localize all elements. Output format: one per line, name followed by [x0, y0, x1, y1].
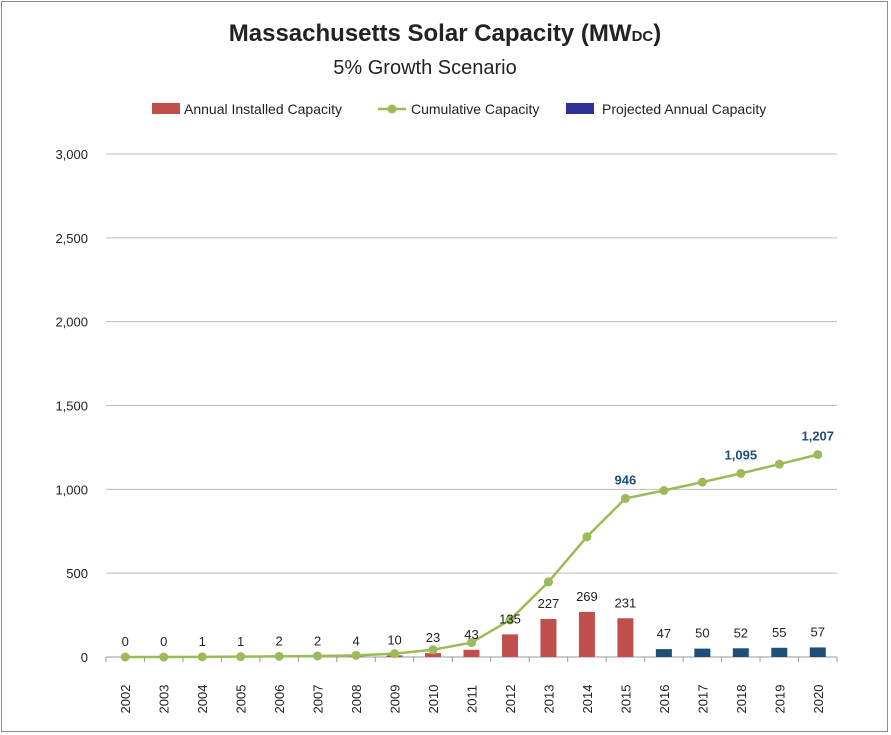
legend-marker-cumulative — [387, 104, 397, 114]
y-tick-label: 1,500 — [55, 399, 88, 414]
chart-subtitle: 5% Growth Scenario — [333, 57, 516, 79]
cumulative-point — [813, 450, 823, 460]
bar — [771, 647, 788, 657]
y-tick-label: 3,000 — [55, 147, 88, 162]
x-tick-label: 2018 — [734, 685, 749, 714]
x-tick-label: 2016 — [657, 685, 672, 714]
cumulative-point — [697, 477, 707, 487]
y-tick-label: 0 — [81, 650, 88, 665]
x-tick-label: 2020 — [811, 685, 826, 714]
bar — [425, 653, 442, 657]
x-tick-label: 2004 — [195, 685, 210, 714]
cumulative-point — [659, 486, 669, 496]
bar-data-label: 23 — [426, 630, 440, 645]
bar-data-label: 57 — [811, 624, 825, 639]
bar-data-label: 43 — [464, 627, 478, 642]
x-tick-label: 2007 — [311, 685, 326, 714]
y-tick-label: 500 — [66, 566, 88, 581]
bar — [578, 611, 595, 657]
cumulative-data-label: 946 — [615, 472, 637, 487]
cumulative-point — [620, 493, 630, 503]
bar-data-label: 231 — [615, 595, 637, 610]
x-tick-label: 2019 — [772, 685, 787, 714]
cumulative-point — [505, 615, 515, 625]
x-tick-label: 2008 — [349, 685, 364, 714]
bar-data-label: 52 — [734, 625, 748, 640]
x-tick-label: 2012 — [503, 685, 518, 714]
x-tick-label: 2002 — [118, 685, 133, 714]
bar-data-label: 1 — [199, 634, 206, 649]
cumulative-point — [351, 650, 361, 660]
bar — [732, 648, 749, 657]
bar — [501, 634, 518, 657]
bar-data-label: 50 — [695, 626, 709, 641]
x-tick-label: 2010 — [426, 685, 441, 714]
cumulative-data-label: 1,207 — [801, 429, 834, 444]
bar-data-label: 10 — [387, 632, 401, 647]
legend-swatch-projected — [566, 103, 594, 114]
bar-data-label: 227 — [538, 596, 560, 611]
x-tick-label: 2005 — [234, 685, 249, 714]
x-tick-label: 2006 — [272, 685, 287, 714]
chart-title: Massachusetts Solar Capacity (MWDC) — [229, 20, 661, 47]
cumulative-point — [774, 459, 784, 469]
bar — [617, 618, 634, 657]
bar-data-label: 269 — [576, 589, 598, 604]
x-tick-label: 2003 — [157, 685, 172, 714]
cumulative-point — [313, 651, 323, 661]
y-tick-label: 2,000 — [55, 315, 88, 330]
bar-data-label: 2 — [276, 634, 283, 649]
x-tick-label: 2013 — [541, 685, 556, 714]
cumulative-point — [467, 638, 476, 648]
bar — [694, 648, 711, 657]
y-tick-label: 2,500 — [55, 231, 88, 246]
x-tick-label: 2017 — [695, 685, 710, 714]
cumulative-point — [736, 468, 746, 478]
x-tick-label: 2009 — [388, 685, 403, 714]
cumulative-point — [120, 652, 130, 662]
cumulative-point — [236, 652, 246, 662]
bar — [809, 647, 826, 657]
legend-label-projected: Projected Annual Capacity — [602, 101, 766, 117]
cumulative-point — [543, 577, 553, 587]
x-tick-label: 2015 — [618, 685, 633, 714]
x-tick-label: 2011 — [465, 685, 480, 713]
bar-data-label: 0 — [122, 634, 129, 649]
cumulative-point — [197, 652, 207, 662]
bar-data-label: 0 — [160, 634, 167, 649]
bar-data-label: 4 — [352, 633, 359, 648]
bar — [540, 618, 557, 657]
cumulative-point — [582, 532, 592, 542]
bar — [655, 649, 672, 657]
bar-data-label: 2 — [314, 634, 321, 649]
legend-swatch-annual — [152, 103, 180, 114]
legend-label-cumulative: Cumulative Capacity — [411, 101, 539, 117]
cumulative-point — [428, 645, 438, 655]
cumulative-point — [159, 652, 169, 662]
legend: Annual Installed Capacity Cumulative Cap… — [152, 101, 766, 117]
y-tick-label: 1,000 — [55, 482, 88, 497]
cumulative-point — [390, 649, 400, 659]
bar-data-label: 47 — [657, 626, 671, 641]
cumulative-point — [274, 651, 284, 661]
bar-data-label: 1 — [237, 634, 244, 649]
bar — [463, 649, 480, 657]
bar-data-label: 135 — [499, 611, 521, 626]
cumulative-data-label: 1,095 — [725, 447, 758, 462]
bar-data-label: 55 — [772, 625, 786, 640]
legend-label-annual: Annual Installed Capacity — [184, 101, 342, 117]
x-tick-label: 2014 — [580, 685, 595, 714]
